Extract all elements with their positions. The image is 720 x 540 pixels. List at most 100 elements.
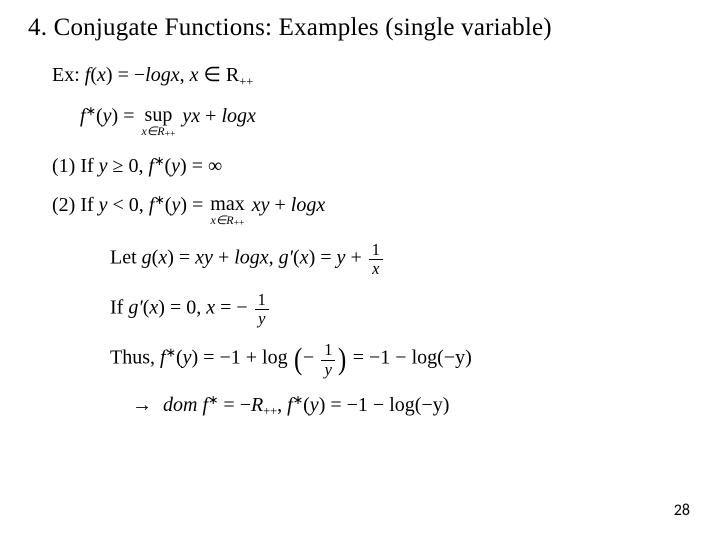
negy: (−y) [437,347,472,369]
deny: y [255,310,269,327]
eq10: = [218,394,239,416]
sup-word: sup [141,105,175,125]
plus5: + [241,347,262,369]
y7: y [183,347,192,369]
eq3: = [187,155,208,177]
star5: ∗ [208,393,218,407]
num1: 1 [369,242,383,260]
y3: y [171,155,180,177]
eq6: = [315,246,336,268]
frac-1y: 1y [255,292,269,328]
thus: Thus, [110,347,160,369]
max-op: maxx∈R++ [210,194,244,228]
neg2: − [303,347,319,369]
star3: ∗ [154,193,164,207]
rp7: ) [158,296,165,318]
lp8: ( [176,347,183,369]
let: Let [110,246,142,268]
comma: , [180,64,190,86]
gprime: g′ [279,246,293,268]
inf: ∞ [208,155,222,177]
sub-xr2: x∈R [211,213,234,227]
log: log [262,347,288,369]
slide: 4. Conjugate Functions: Examples (single… [0,0,720,540]
x4: x [300,246,309,268]
log2: log [412,347,438,369]
lt0: < 0, [108,194,149,216]
plus4: + [345,246,366,268]
if: If [110,296,128,318]
line-if-gprime: If g′(x) = 0, x = − 1y [52,292,662,328]
xy: xy [252,194,270,216]
lp9: ( [303,394,310,416]
log3: log [389,394,415,416]
rp3: ) [180,155,187,177]
logx: logx [145,64,179,86]
slide-body: Ex: f(x) = −logx, x ∈ R++ f∗(y) = supx∈R… [52,62,662,433]
y: y [103,105,112,127]
max-word: max [210,194,244,214]
line-let-g: Let g(x) = xy + logx, g′(x) = y + 1x [52,242,662,278]
pp2: ++ [263,404,277,418]
case1: (1) If [52,155,99,177]
negy2: (−y) [415,394,450,416]
x: x [97,64,106,86]
ge0: ≥ 0, [108,155,149,177]
x3: x [158,246,167,268]
slide-title: 4. Conjugate Functions: Examples (single… [28,14,552,42]
x6: x [206,296,215,318]
rparen: ) [106,64,113,86]
sub-pp2: ++ [234,217,245,228]
y2: y [99,155,108,177]
yx: yx [182,105,200,127]
eq7: = [215,296,236,318]
y8: y [310,394,319,416]
logx2: logx [221,105,255,127]
eq2: = [118,105,139,127]
deny2: y [321,361,335,378]
g: g [142,246,152,268]
case2: (2) If [52,194,99,216]
plus3: + [213,246,234,268]
y5: y [171,194,180,216]
line-case1: (1) If y ≥ 0, f∗(y) = ∞ [52,153,662,178]
line-conclusion: → dom f∗ = −R++, f∗(y) = −1 − log(−y) [52,392,662,419]
logx4: logx [234,246,268,268]
minus2: − [395,347,406,369]
xy2: xy [195,246,213,268]
star6: ∗ [293,393,303,407]
eq11: = [325,394,346,416]
comma2: , [269,246,279,268]
lparen: ( [90,64,97,86]
pp: ++ [239,74,253,88]
R: R [226,64,239,86]
R2: R [251,394,263,416]
rp4: ) [180,194,187,216]
frac-1x: 1x [369,242,383,278]
ex-label: Ex: [52,64,85,86]
sub-pp: ++ [165,129,176,140]
plus: + [200,105,221,127]
sup-op: supx∈R++ [141,105,175,139]
minus4: − [373,394,384,416]
eq5: = [174,246,195,268]
star2: ∗ [154,154,164,168]
rp5: ) [167,246,174,268]
frac-1y2: 1y [321,342,335,378]
lp2: ( [96,105,103,127]
arrow-icon: → [132,394,152,417]
plus2: + [269,194,290,216]
num1c: 1 [321,342,335,360]
neg: − [236,296,252,318]
minus3: − [240,394,251,416]
big-rparen: ) [338,341,346,377]
dom: dom [163,394,202,416]
line-thus: Thus, f∗(y) = −1 + log (− 1y) = −1 − log… [52,341,662,378]
lp6: ( [293,246,300,268]
line-example: Ex: f(x) = −logx, x ∈ R++ [52,62,662,89]
m1c: −1 [347,394,368,416]
y4: y [99,194,108,216]
sub-xr: x∈R [141,124,164,138]
star4: ∗ [166,346,176,360]
eq4: = [187,194,208,216]
